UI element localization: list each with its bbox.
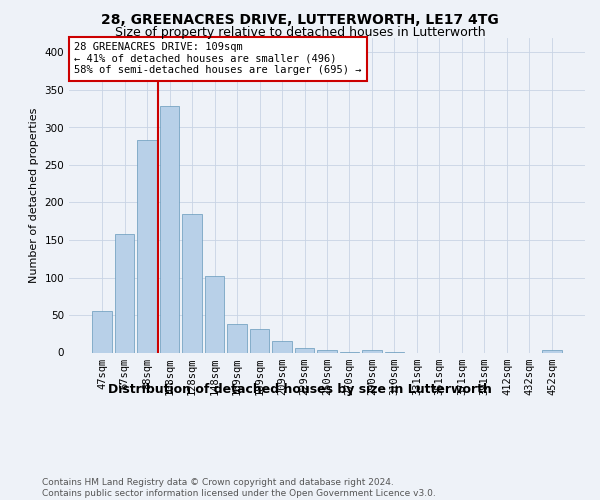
Text: Size of property relative to detached houses in Lutterworth: Size of property relative to detached ho…: [115, 26, 485, 39]
Bar: [250, 328, 269, 352]
Bar: [542, 350, 562, 352]
Bar: [317, 350, 337, 352]
Bar: [205, 276, 224, 352]
Bar: [362, 350, 382, 352]
Text: Contains HM Land Registry data © Crown copyright and database right 2024.
Contai: Contains HM Land Registry data © Crown c…: [42, 478, 436, 498]
Bar: [92, 311, 112, 352]
Bar: [272, 342, 292, 352]
Bar: [137, 140, 157, 352]
Bar: [160, 106, 179, 352]
Bar: [227, 324, 247, 352]
Text: 28, GREENACRES DRIVE, LUTTERWORTH, LE17 4TG: 28, GREENACRES DRIVE, LUTTERWORTH, LE17 …: [101, 12, 499, 26]
Text: 28 GREENACRES DRIVE: 109sqm
← 41% of detached houses are smaller (496)
58% of se: 28 GREENACRES DRIVE: 109sqm ← 41% of det…: [74, 42, 362, 76]
Bar: [295, 348, 314, 352]
Text: Distribution of detached houses by size in Lutterworth: Distribution of detached houses by size …: [108, 382, 492, 396]
Bar: [182, 214, 202, 352]
Y-axis label: Number of detached properties: Number of detached properties: [29, 108, 39, 282]
Bar: [115, 234, 134, 352]
